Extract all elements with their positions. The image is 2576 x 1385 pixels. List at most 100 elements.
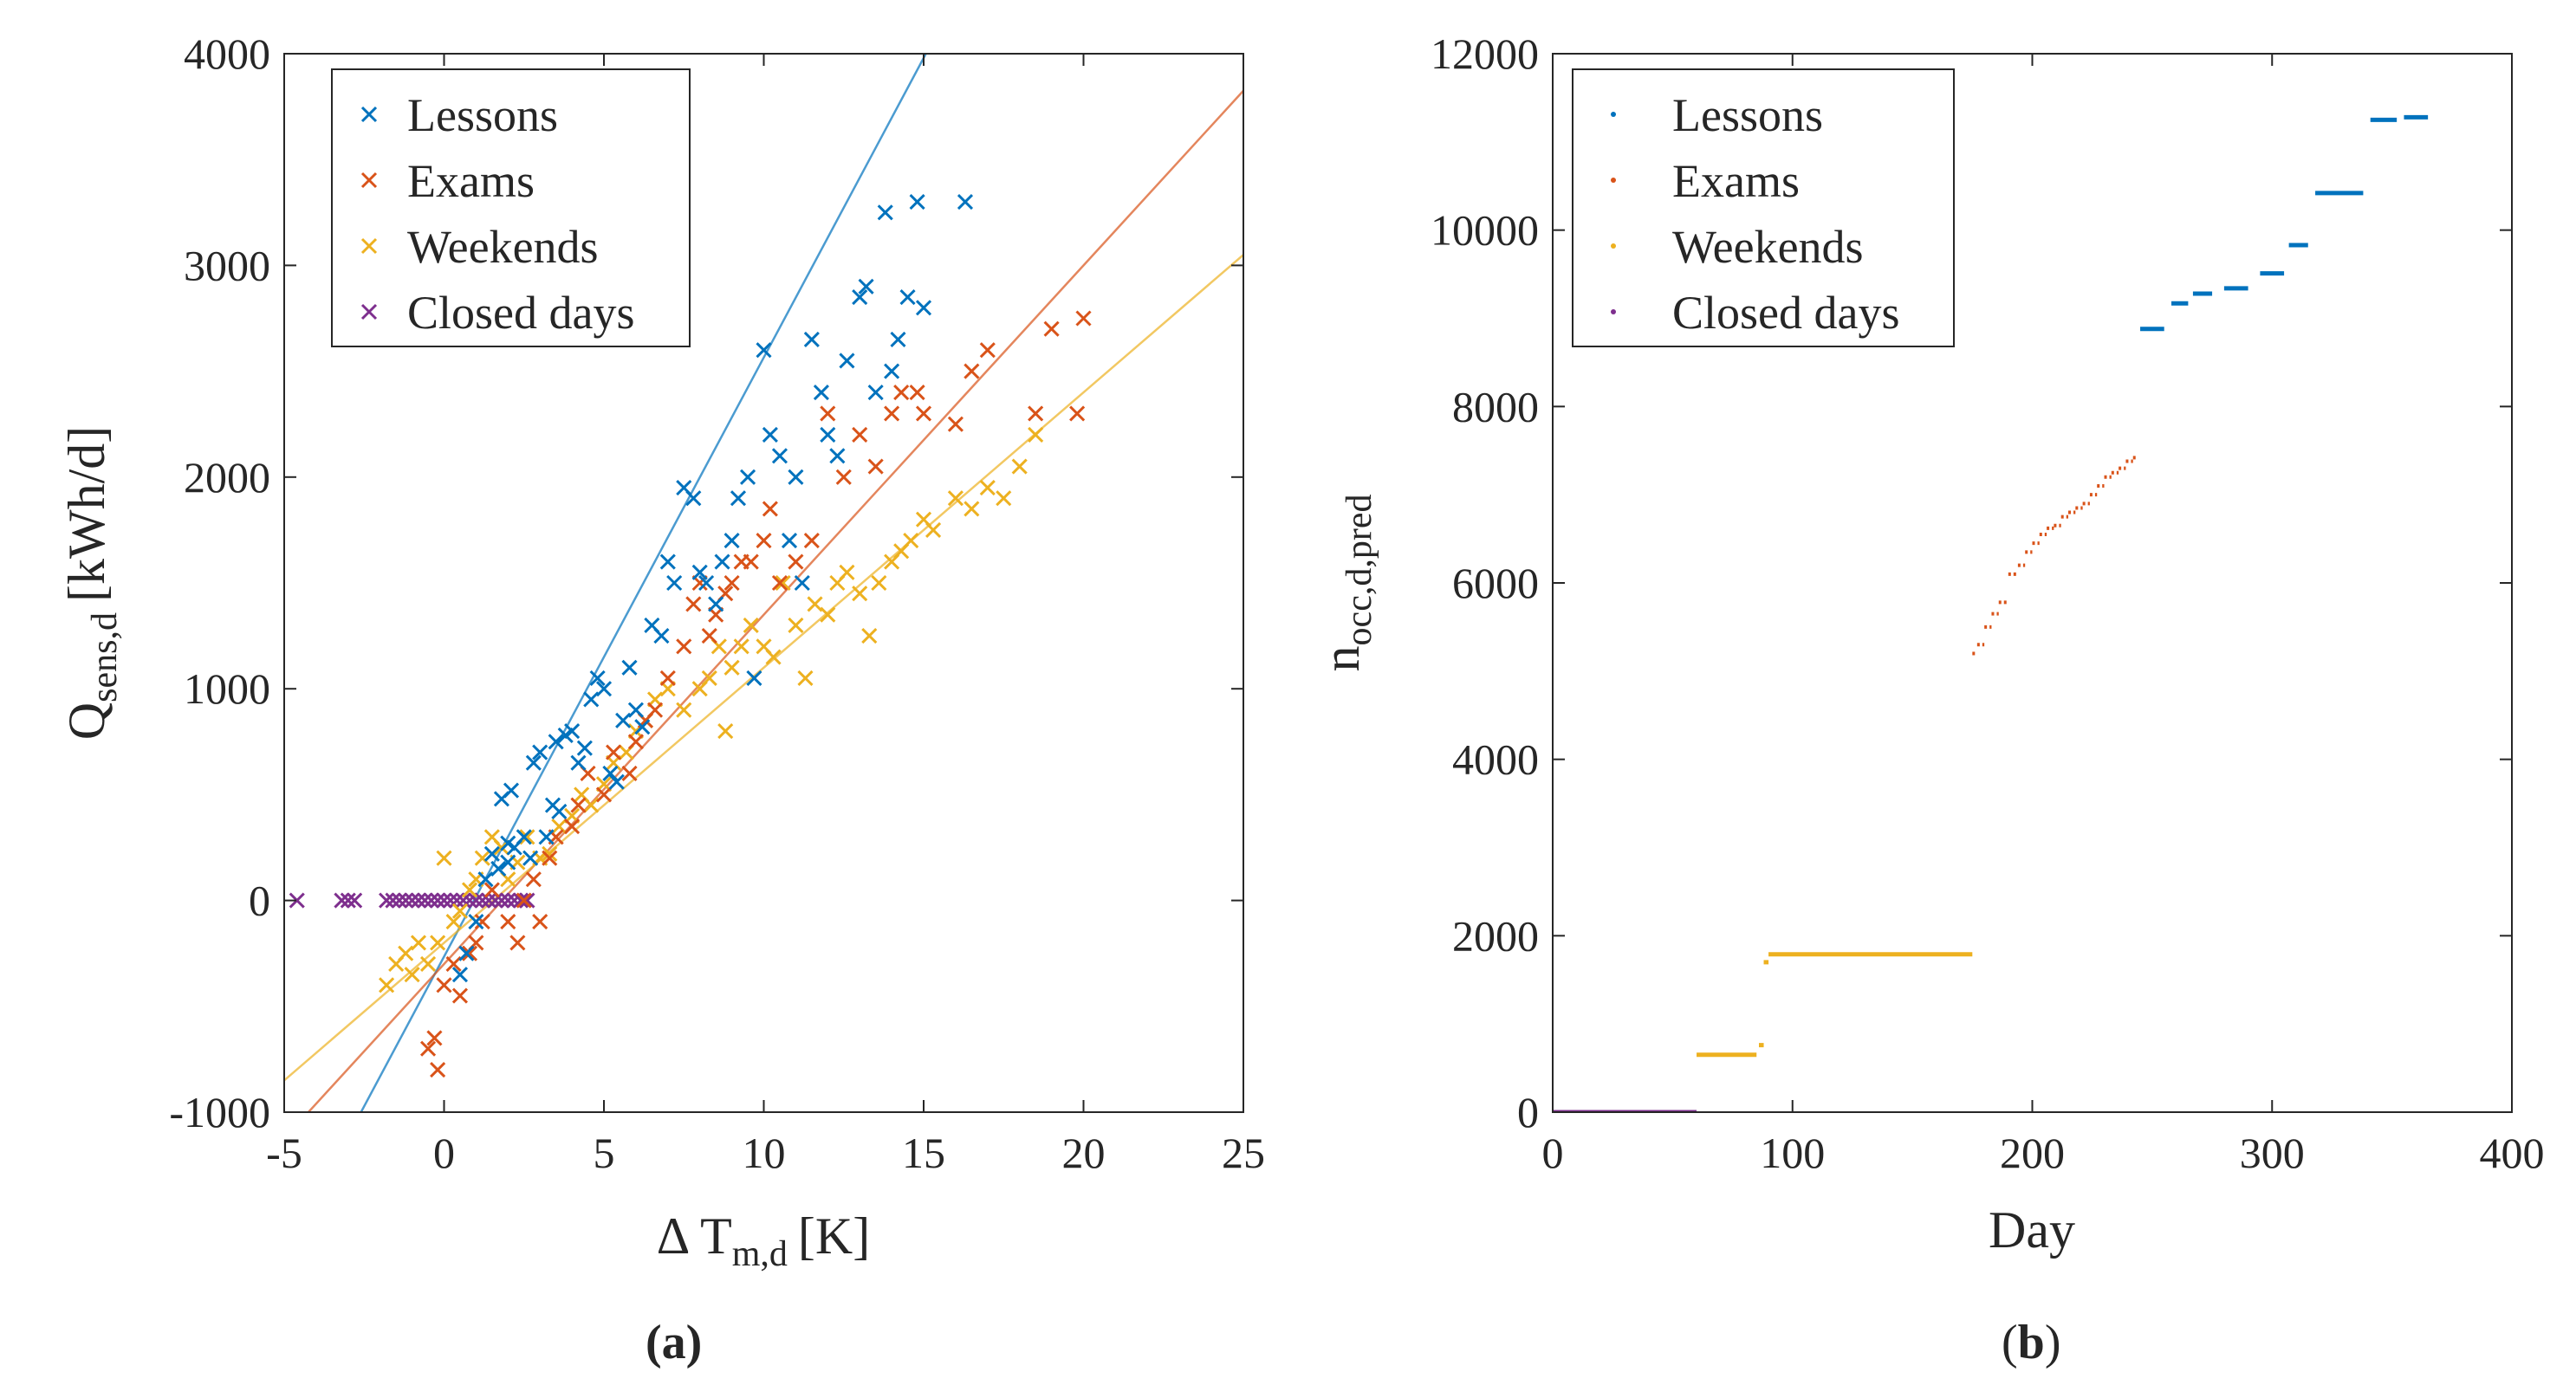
exams-point — [542, 850, 558, 866]
exams-point — [852, 426, 868, 443]
exams-point — [676, 638, 692, 655]
lessons-point — [483, 845, 500, 862]
x-tick-label: 15 — [902, 1129, 945, 1177]
exams-point — [1028, 405, 1044, 422]
y-tick-label: 1000 — [184, 664, 270, 713]
lessons-point — [570, 754, 587, 771]
exams-point — [500, 913, 516, 930]
x-tick-label: 0 — [1542, 1129, 1564, 1177]
lessons-point — [698, 574, 715, 592]
panel-b-legend: Lessons Exams Weekends Closed days — [1572, 68, 1955, 347]
closed-days-point — [410, 892, 427, 909]
weekends-point — [419, 955, 437, 972]
x-tick-label: 200 — [2000, 1129, 2065, 1177]
closed-days-point — [417, 892, 433, 909]
weekends-point — [1011, 458, 1028, 475]
weekends-point — [820, 606, 836, 623]
closed-days-point — [391, 892, 407, 909]
lessons-point — [538, 829, 555, 845]
closed-days-point — [347, 892, 363, 909]
legend-label-weekends: Weekends — [1672, 221, 1864, 273]
closed-days-legend-marker — [1611, 309, 1616, 314]
closed-days-point — [512, 892, 529, 909]
exams-point — [1075, 310, 1092, 327]
panel-b-chart: 0 100 200 300 400020004000600080001000012000… — [1313, 29, 2545, 1369]
lessons-point — [957, 194, 974, 210]
panel-a-points — [289, 194, 1092, 1078]
closed-days-point — [423, 892, 439, 909]
lessons-point — [525, 754, 542, 771]
closed-days-point — [404, 892, 420, 909]
lessons-point — [608, 773, 625, 790]
panel-a-ticks: -5 0 5 10 15 20 25 -1000 0 1000 2000 3000 4000 — [169, 29, 1265, 1177]
x-tick-label: 400 — [2480, 1129, 2545, 1177]
closed-days-point — [468, 892, 484, 909]
lessons-point — [723, 533, 740, 549]
panel-a-fit-lines — [284, 54, 1243, 1112]
weekends-point — [871, 574, 887, 592]
lessons-point — [858, 278, 874, 294]
exams-point — [483, 882, 500, 898]
weekends-point — [996, 490, 1012, 507]
legend-label-exams: Exams — [407, 155, 535, 207]
lessons-point — [522, 850, 539, 866]
closed-days-legend-marker — [360, 303, 378, 320]
exams-point — [1043, 320, 1060, 337]
exams-point — [820, 405, 836, 422]
exams-point — [509, 935, 526, 951]
lessons-point — [691, 564, 708, 580]
exams-point — [627, 734, 644, 750]
closed-days-point — [379, 892, 395, 909]
exams-point — [915, 405, 932, 422]
lessons-point — [877, 204, 893, 221]
lessons-point — [829, 448, 846, 464]
exams-point — [884, 405, 900, 422]
exams-legend-marker — [360, 172, 378, 189]
panel-b-xlabel: Day — [1989, 1201, 2075, 1259]
lessons-point — [583, 691, 600, 708]
weekends-point — [979, 479, 996, 496]
lessons-point — [551, 803, 568, 820]
weekends-point — [398, 945, 414, 961]
y-tick-label: 4000 — [184, 29, 270, 78]
lessons-point — [666, 574, 683, 592]
weekends-point — [788, 617, 804, 633]
x-tick-label: -5 — [266, 1129, 302, 1177]
closed-days-point — [436, 892, 452, 909]
closed-days-point — [449, 892, 465, 909]
weekends-legend-marker — [360, 237, 378, 255]
y-tick-label: 10000 — [1431, 206, 1539, 255]
exams-point — [947, 416, 964, 432]
weekends-point — [903, 533, 919, 549]
lessons-point — [602, 765, 619, 782]
x-tick-label: 300 — [2240, 1129, 2305, 1177]
lessons-legend-marker — [1611, 112, 1616, 117]
weekends-point — [430, 935, 446, 951]
lessons-point — [477, 871, 494, 888]
closed-days-point — [334, 892, 350, 909]
weekends-point — [717, 723, 734, 740]
lessons-point — [915, 300, 932, 316]
exams-point — [743, 553, 759, 570]
weekends-legend-marker — [1611, 243, 1616, 249]
legend-label-closed-days: Closed days — [407, 287, 635, 339]
exams-point — [419, 1040, 437, 1057]
lessons-point — [820, 426, 836, 443]
legend-label-lessons: Lessons — [1672, 89, 1823, 141]
closed-days-point — [289, 892, 305, 909]
weekends-point — [1028, 426, 1044, 443]
lessons-point — [839, 353, 855, 369]
exams-point — [436, 977, 452, 993]
weekends-point — [445, 913, 462, 930]
lessons-point — [739, 469, 756, 485]
exams-point — [979, 342, 996, 359]
x-tick-label: 5 — [594, 1129, 615, 1177]
legend-label-exams: Exams — [1672, 155, 1800, 207]
panel-a-tag: (a) — [646, 1316, 702, 1369]
weekends-point — [925, 521, 942, 538]
exams-point — [461, 945, 478, 961]
exams-point — [964, 363, 980, 379]
lessons-point — [500, 854, 516, 870]
y-tick-label: 4000 — [1452, 735, 1539, 784]
